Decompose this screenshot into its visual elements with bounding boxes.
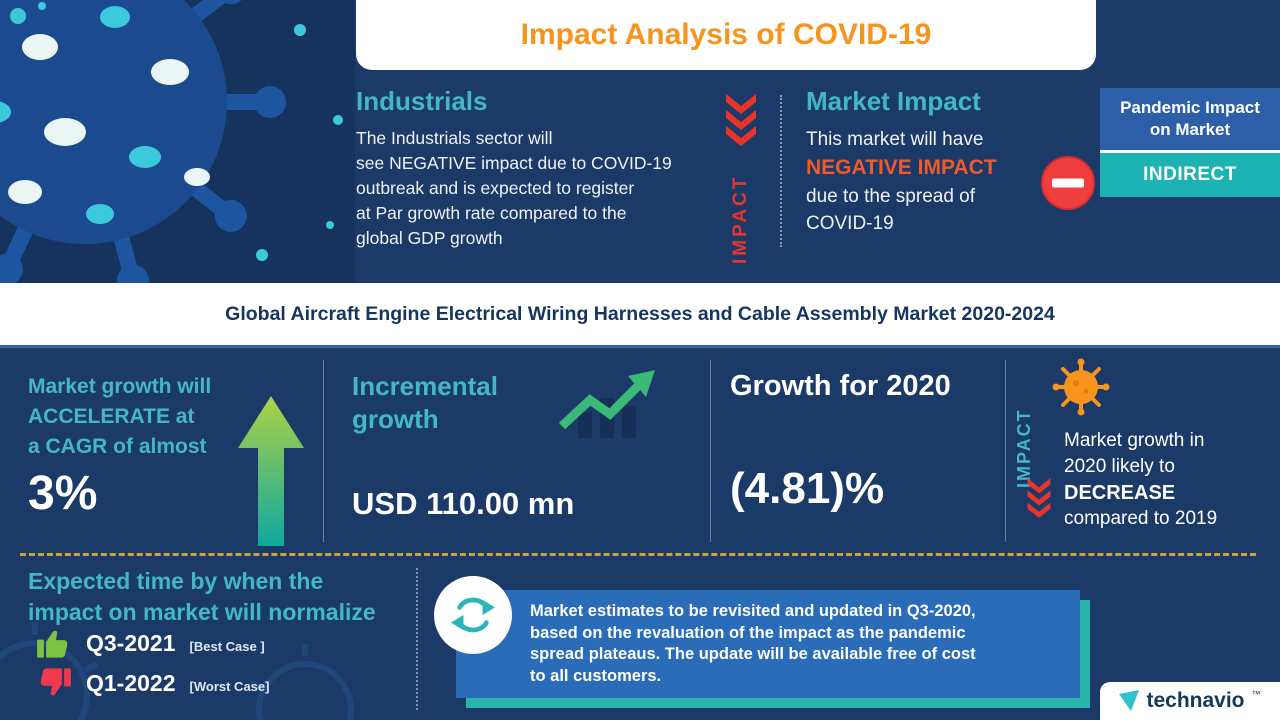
best-case-row: Q3-2021 [Best Case ] <box>36 626 265 660</box>
market-impact-line2: due to the spread of COVID-19 <box>806 186 976 234</box>
impact-vertical-label: IMPACT <box>730 174 751 264</box>
incremental-growth-value: USD 110.00 mn <box>352 486 575 521</box>
incremental-growth-heading: Incremental growth <box>352 371 498 434</box>
technavio-wordmark: technavio <box>1146 689 1245 712</box>
cagr-lead-text: Market growth will ACCELERATE at a CAGR … <box>28 375 212 458</box>
dashed-separator <box>20 553 1256 556</box>
best-case-value: Q3-2021 <box>86 629 176 656</box>
chevrons-down-icon <box>1026 476 1052 525</box>
worst-case-value: Q1-2022 <box>86 669 176 696</box>
normalize-heading: Expected time by when the impact on mark… <box>28 568 376 625</box>
impact-note-line2: compared to 2019 <box>1064 508 1218 529</box>
pandemic-box-value: INDIRECT <box>1100 150 1280 197</box>
virus-icon <box>1052 358 1110 421</box>
column-divider <box>323 360 324 542</box>
impact-note-line1: Market growth in 2020 likely to <box>1064 430 1205 477</box>
virus-illustration <box>0 0 343 283</box>
chevrons-down-icon <box>726 94 756 146</box>
top-banner: Impact Analysis of COVID-19 <box>356 0 1096 70</box>
update-note: Market estimates to be revisited and upd… <box>456 590 1080 698</box>
growth-chart-icon <box>558 366 658 443</box>
virus-outline-decoration <box>0 622 354 720</box>
dotted-separator <box>780 95 782 247</box>
market-impact-line1: This market will have <box>806 129 984 150</box>
minus-circle-icon <box>1040 155 1096 216</box>
impact-note: Market growth in 2020 likely to DECREASE… <box>1064 428 1272 532</box>
worst-case-row: Q1-2022 [Worst Case] <box>36 666 269 700</box>
pandemic-box-header: Pandemic Impact on Market <box>1100 88 1280 150</box>
technavio-triangle-icon <box>1119 690 1140 711</box>
up-arrow-icon <box>238 396 304 551</box>
page-title: Impact Analysis of COVID-19 <box>520 18 932 51</box>
industrials-block: Industrials The Industrials sector will … <box>356 86 728 251</box>
dotted-separator <box>416 568 418 710</box>
worst-case-label: [Worst Case] <box>189 678 270 694</box>
impact-indicator: IMPACT <box>720 92 762 264</box>
growth-2020-value: (4.81)% <box>730 464 885 513</box>
market-title: Global Aircraft Engine Electrical Wiring… <box>225 302 1055 325</box>
best-case-label: [Best Case ] <box>189 638 265 654</box>
pandemic-impact-box: Pandemic Impact on Market INDIRECT <box>1100 88 1280 197</box>
refresh-icon <box>451 597 495 633</box>
market-impact-block: Market Impact This market will have NEGA… <box>806 86 1041 237</box>
market-title-strip: Global Aircraft Engine Electrical Wiring… <box>0 283 1280 345</box>
thumbs-up-icon <box>37 630 68 658</box>
market-impact-heading: Market Impact <box>806 86 981 116</box>
cagr-value: 3% <box>28 467 98 520</box>
impact-vertical-label: IMPACT <box>1014 408 1034 488</box>
thumbs-down-icon <box>40 668 71 696</box>
top-section: Impact Analysis of COVID-19 Industrials … <box>0 0 1280 283</box>
refresh-badge <box>434 576 512 654</box>
column-divider <box>1005 360 1006 542</box>
trademark-symbol: ™ <box>1251 689 1261 699</box>
technavio-logo: technavio ™ <box>1100 682 1280 720</box>
industrials-heading: Industrials <box>356 86 488 116</box>
column-divider <box>710 360 711 542</box>
impact-note-emphasis: DECREASE <box>1064 482 1176 504</box>
growth-2020-heading: Growth for 2020 <box>730 370 951 402</box>
virus-panel <box>0 0 355 283</box>
market-impact-highlight: NEGATIVE IMPACT <box>806 156 997 179</box>
industrials-body: The Industrials sector will see NEGATIVE… <box>356 128 672 248</box>
